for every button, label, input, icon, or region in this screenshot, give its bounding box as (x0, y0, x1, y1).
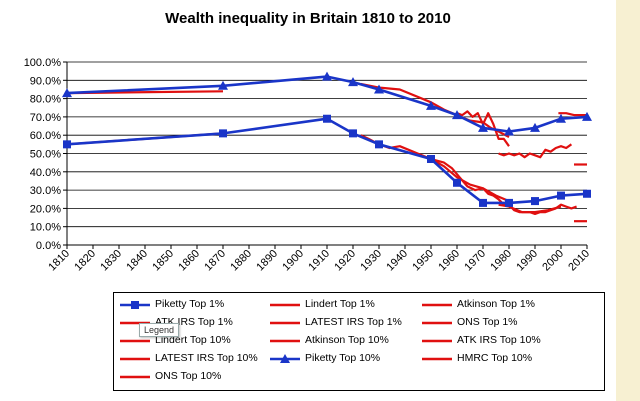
legend-swatch (270, 339, 300, 343)
y-tick-label: 30.0% (30, 185, 61, 197)
x-tick-label: 1860 (176, 248, 202, 274)
data-point (582, 111, 592, 121)
plot-area[interactable]: 0.0% 10.0% 20.0% 30.0% 40.0% 50.0% 60.0% 70.0% 8… (0, 0, 616, 292)
x-tick-label: 1970 (462, 248, 488, 274)
x-tick-label: 1990 (514, 248, 540, 274)
data-point (453, 178, 461, 187)
legend-swatch (270, 321, 300, 325)
data-point (531, 197, 539, 206)
x-tick-label: 1910 (306, 248, 332, 274)
x-tick-label: 1960 (436, 248, 462, 274)
y-tick-label: 50.0% (30, 149, 61, 161)
x-tick-label: 2000 (540, 248, 566, 274)
x-tick-label: 1890 (254, 248, 280, 274)
data-point (530, 122, 540, 132)
data-point (374, 84, 384, 94)
x-tick-label: 1900 (280, 248, 306, 274)
x-tick-label: 1950 (410, 248, 436, 274)
y-tick-label: 20.0% (30, 203, 61, 215)
chart-area: Wealth inequality in Britain 1810 to 201… (0, 0, 616, 401)
page-background-band (616, 0, 640, 401)
data-point (349, 129, 357, 138)
data-point (505, 198, 513, 207)
legend-swatch (120, 375, 150, 379)
x-tick-label: 1820 (72, 248, 98, 274)
y-tick-label: 0.0% (36, 240, 61, 252)
data-point (557, 191, 565, 200)
legend[interactable]: Piketty Top 1% Lindert Top 1% Atkinson T… (113, 292, 605, 391)
legend-swatch (120, 357, 150, 361)
x-tick-labels: 1810 1820 1830 1840 1850 1860 1870 1880 1890 1900… (46, 248, 592, 274)
y-tick-label: 70.0% (30, 112, 61, 124)
data-point (63, 140, 71, 149)
chart-title: Wealth inequality in Britain 1810 to 201… (165, 10, 451, 27)
y-tick-label: 90.0% (30, 75, 61, 87)
data-point (219, 129, 227, 138)
series-lines (62, 71, 592, 223)
legend-marker (280, 354, 290, 363)
series-line (498, 143, 573, 159)
y-tick-labels: 0.0% 10.0% 20.0% 30.0% 40.0% 50.0% 60.0% 70.0% 8… (24, 57, 62, 252)
y-tick-label: 60.0% (30, 130, 61, 142)
series-line (430, 158, 510, 203)
legend-swatch (120, 339, 150, 343)
data-point (583, 189, 591, 198)
x-tick-label: 2010 (566, 248, 592, 274)
series-line (66, 75, 588, 133)
legend-swatch (270, 354, 300, 363)
data-point (62, 88, 72, 98)
data-point (479, 198, 487, 207)
legend-marker (131, 301, 139, 309)
x-tick-label: 1880 (228, 248, 254, 274)
data-point (348, 77, 358, 87)
y-tick-label: 80.0% (30, 94, 61, 106)
x-tick-label: 1980 (488, 248, 514, 274)
legend-swatch (422, 303, 452, 307)
data-point (427, 154, 435, 163)
legend-swatch (422, 321, 452, 325)
legend-swatch (120, 301, 150, 309)
y-tick-label: 100.0% (24, 57, 62, 69)
y-tick-label: 10.0% (30, 222, 61, 234)
x-tick-label: 1920 (332, 248, 358, 274)
x-tick-label: 1850 (150, 248, 176, 274)
x-tick-label: 1840 (124, 248, 150, 274)
data-point (323, 114, 331, 123)
data-point (426, 100, 436, 110)
data-point (375, 140, 383, 149)
x-tick-label: 1930 (358, 248, 384, 274)
data-point (478, 122, 488, 132)
series-line (66, 117, 588, 205)
x-tick-label: 1830 (98, 248, 124, 274)
legend-tooltip: Legend (139, 323, 180, 337)
legend-swatch (270, 303, 300, 307)
data-point (322, 71, 332, 81)
x-tick-label: 1940 (384, 248, 410, 274)
y-tick-label: 40.0% (30, 167, 61, 179)
data-point (556, 113, 566, 123)
data-point (504, 126, 514, 136)
data-point (452, 110, 462, 120)
legend-swatch (422, 357, 452, 361)
data-point (218, 80, 228, 90)
legend-swatch (422, 339, 452, 343)
series-line (558, 112, 587, 117)
x-tick-label: 1870 (202, 248, 228, 274)
